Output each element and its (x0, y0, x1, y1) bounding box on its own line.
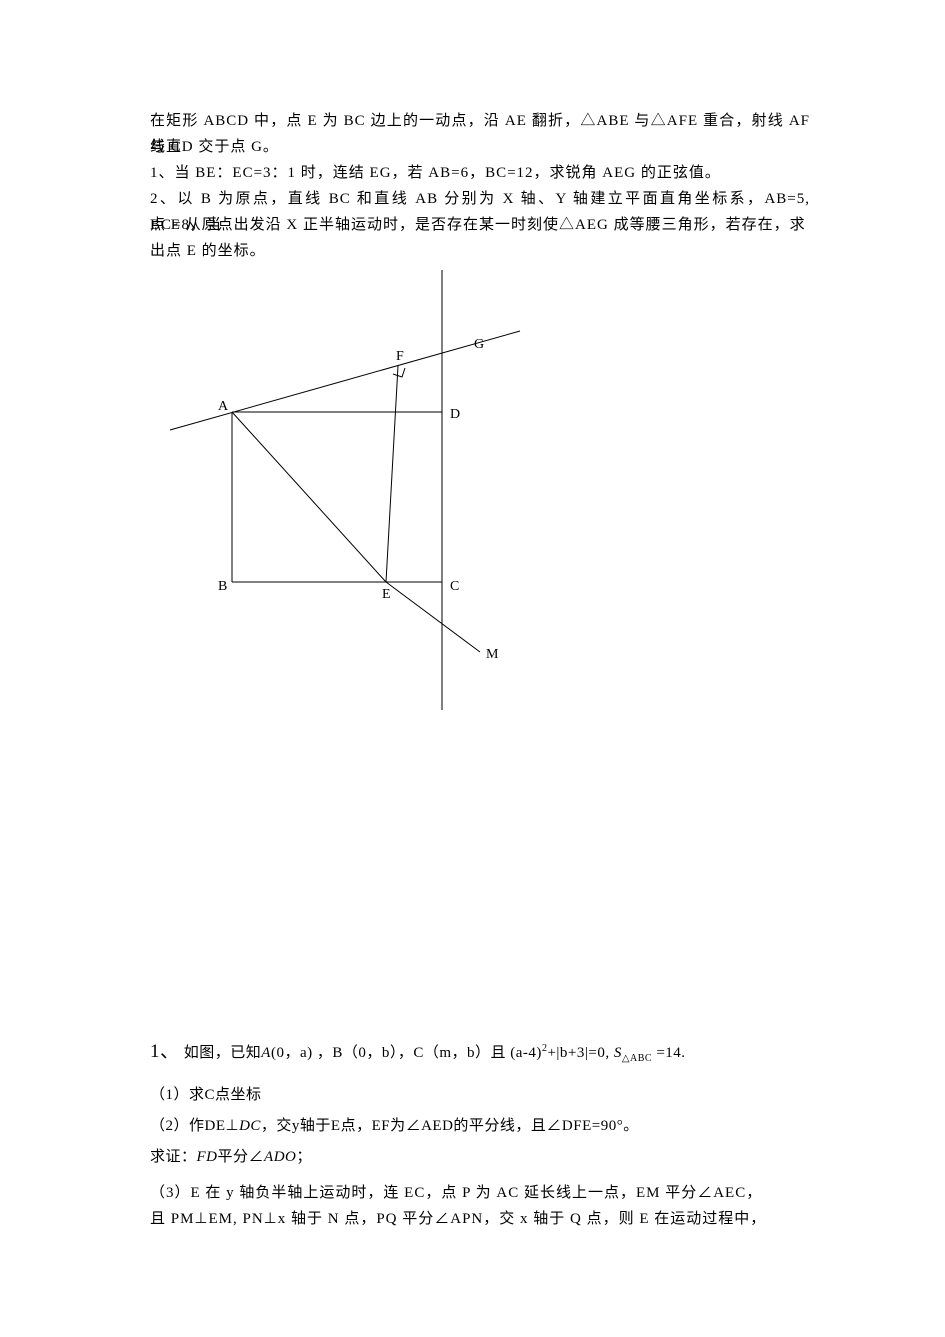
label-E: E (382, 587, 391, 602)
p2-A: A (261, 1045, 271, 1061)
p2-S: S (614, 1045, 622, 1061)
p2-q2a: （2）作DE⊥ (150, 1118, 239, 1134)
p2-q2b: ，交y轴于E点，EF为∠AED的平分线，且∠DFE=90°。 (261, 1118, 639, 1134)
p2-eq: =14. (652, 1045, 685, 1061)
label-A: A (218, 399, 229, 414)
label-G: G (474, 337, 484, 352)
geometry-figure: A B C D E F G M (150, 270, 550, 720)
p2-q2d: 平分∠ (218, 1149, 265, 1165)
line-AG (170, 331, 520, 430)
p2-q3b: 且 PM⊥EM, PN⊥x 轴于 N 点，PQ 平分∠APN，交 x 轴于 Q … (150, 1206, 810, 1232)
p2-q2c: 求证： (150, 1149, 197, 1165)
p2-q2-line1: （2）作DE⊥DC，交y轴于E点，EF为∠AED的平分线，且∠DFE=90°。 (150, 1113, 810, 1139)
p1-line2: 线 CD 交于点 G。 (150, 134, 810, 160)
p2-dc: DC (239, 1118, 261, 1134)
page: 在矩形 ABCD 中，点 E 为 BC 边上的一动点，沿 AE 翻折，△ABE … (0, 0, 945, 1337)
p1-line5: 点 E 从原点出发沿 X 正半轴运动时，是否存在某一时刻使△AEG 成等腰三角形… (150, 212, 810, 238)
p2-sub: △ABC (622, 1053, 652, 1064)
p2-intro-a: 如图，已知 (184, 1045, 262, 1061)
label-B: B (218, 579, 227, 594)
p2-q1: （1）求C点坐标 (150, 1082, 810, 1108)
p2-fd: FD (197, 1149, 218, 1165)
label-D: D (450, 407, 460, 422)
label-C: C (450, 579, 459, 594)
p2-intro-b: (0，a) ，B（0，b），C（m，b）且 (a-4) (271, 1045, 542, 1061)
p2-q2e: ； (296, 1149, 312, 1165)
p2-q2-line2: 求证：FD平分∠ADO； (150, 1144, 810, 1170)
label-M: M (486, 647, 499, 662)
p2-intro: 1、 如图，已知A(0，a) ，B（0，b），C（m，b）且 (a-4)2+|b… (150, 1035, 810, 1073)
label-F: F (396, 349, 404, 364)
p2-ado: ADO (264, 1149, 296, 1165)
line-EF (386, 366, 398, 582)
figure-svg: A B C D E F G M (150, 270, 550, 720)
p1-line6: 出点 E 的坐标。 (150, 238, 810, 264)
p2-intro-c: +|b+3|=0, (547, 1045, 613, 1061)
line-AE (232, 412, 386, 582)
p2-q3a: （3）E 在 y 轴负半轴上运动时，连 EC，点 P 为 AC 延长线上一点，E… (150, 1180, 810, 1206)
p2-number: 1、 (150, 1041, 180, 1062)
right-angle-F (393, 368, 405, 377)
p1-line3: 1、当 BE：EC=3：1 时，连结 EG，若 AB=6，BC=12，求锐角 A… (150, 160, 810, 186)
line-EM (386, 582, 480, 652)
